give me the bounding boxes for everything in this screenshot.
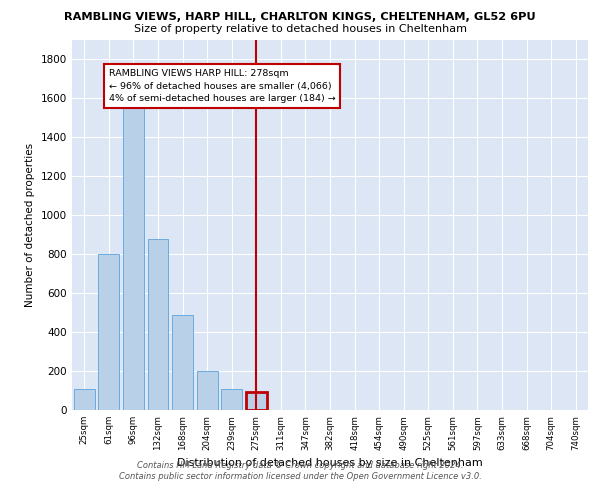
- Text: Contains public sector information licensed under the Open Government Licence v3: Contains public sector information licen…: [119, 472, 481, 481]
- Y-axis label: Number of detached properties: Number of detached properties: [25, 143, 35, 307]
- Text: Contains HM Land Registry data © Crown copyright and database right 2024.: Contains HM Land Registry data © Crown c…: [137, 461, 463, 470]
- Bar: [197, 371, 218, 410]
- X-axis label: Distribution of detached houses by size in Cheltenham: Distribution of detached houses by size …: [177, 458, 483, 468]
- Bar: [98, 254, 119, 410]
- Bar: [74, 388, 95, 410]
- Text: RAMBLING VIEWS HARP HILL: 278sqm
← 96% of detached houses are smaller (4,066)
4%: RAMBLING VIEWS HARP HILL: 278sqm ← 96% o…: [109, 69, 335, 103]
- Text: RAMBLING VIEWS, HARP HILL, CHARLTON KINGS, CHELTENHAM, GL52 6PU: RAMBLING VIEWS, HARP HILL, CHARLTON KING…: [64, 12, 536, 22]
- Bar: [148, 238, 169, 410]
- Bar: [221, 388, 242, 410]
- Text: Size of property relative to detached houses in Cheltenham: Size of property relative to detached ho…: [133, 24, 467, 34]
- Bar: [172, 314, 193, 410]
- Bar: [123, 108, 144, 410]
- Bar: [246, 392, 267, 410]
